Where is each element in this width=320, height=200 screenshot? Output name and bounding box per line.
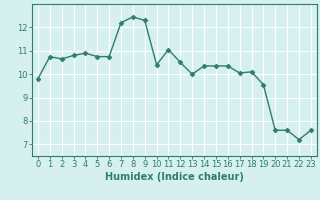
X-axis label: Humidex (Indice chaleur): Humidex (Indice chaleur) <box>105 172 244 182</box>
